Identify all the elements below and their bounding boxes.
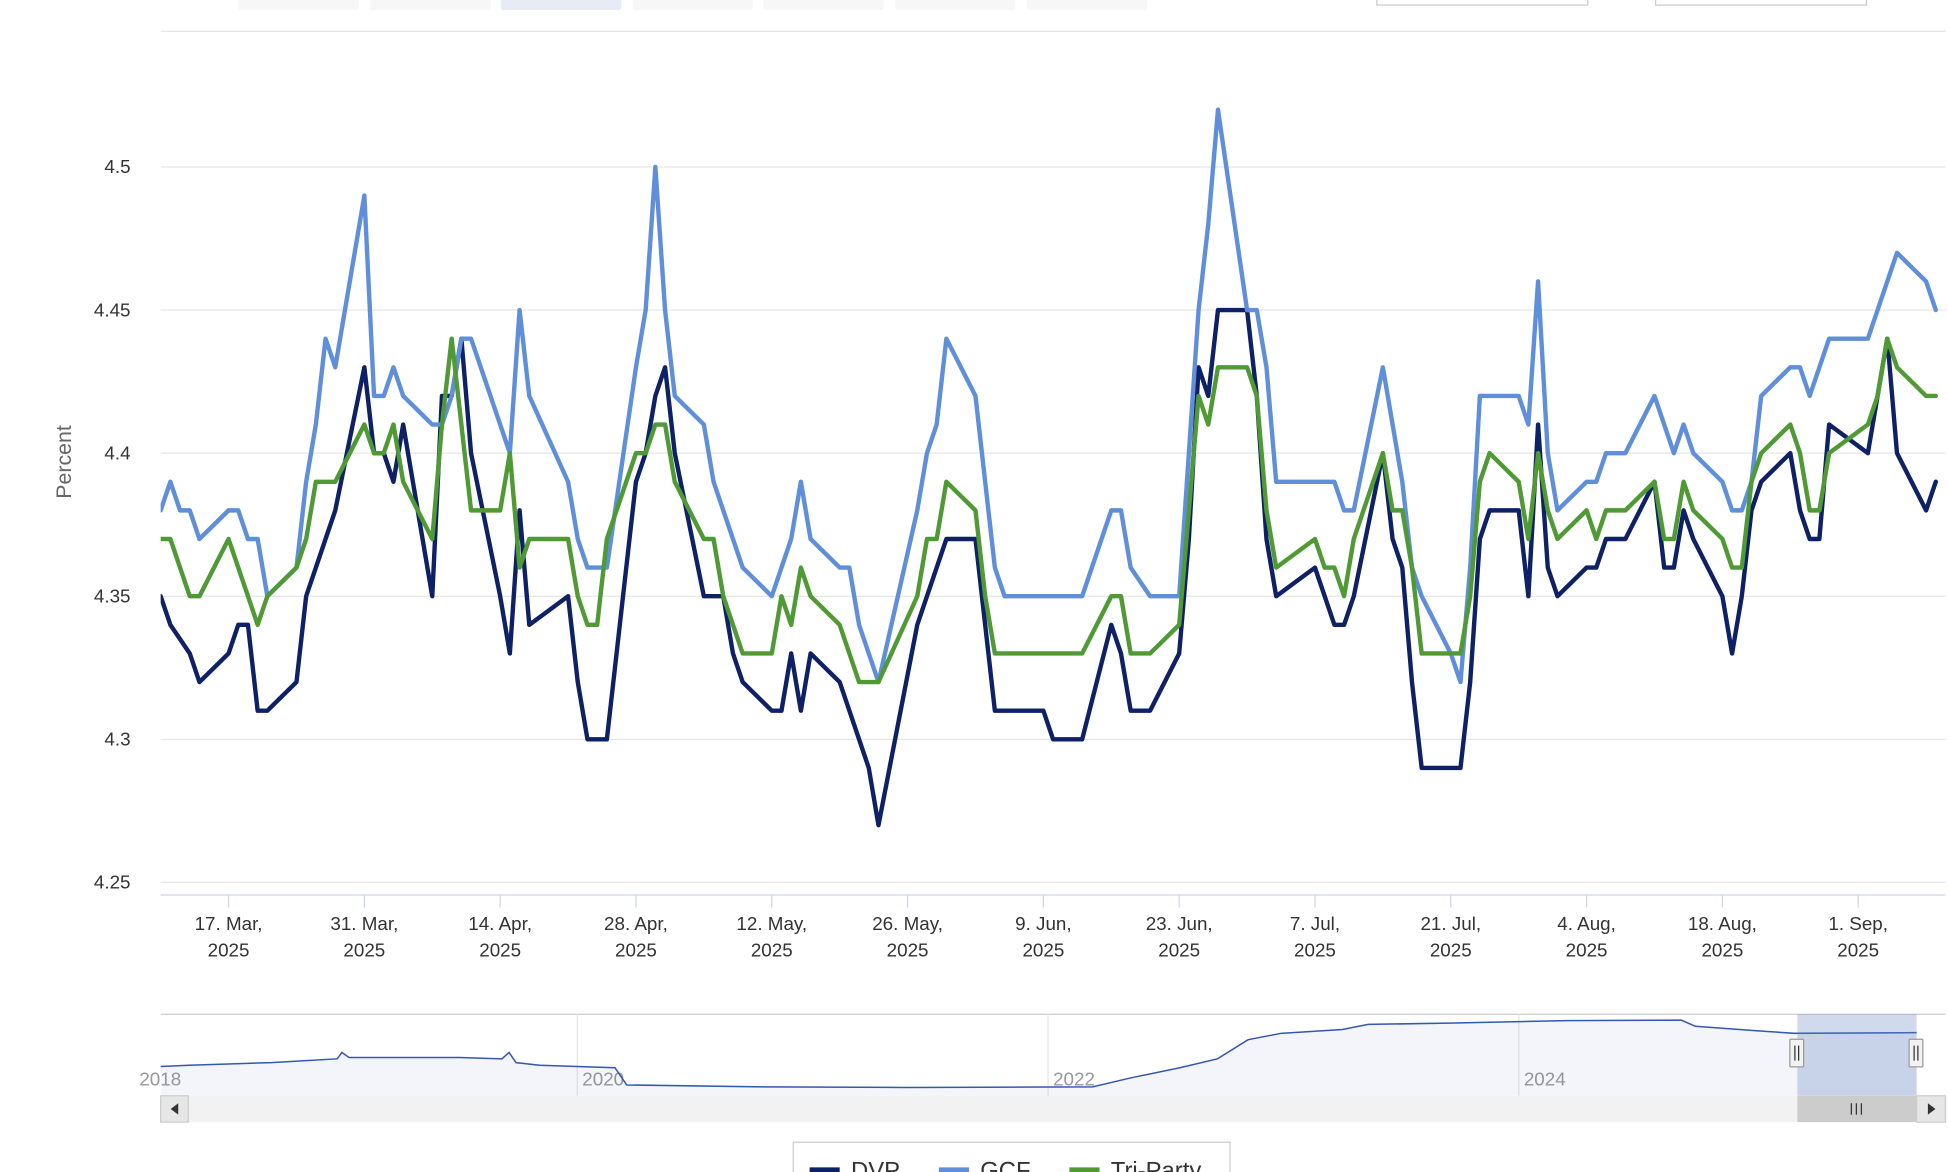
selected-range — [1797, 1014, 1917, 1096]
zoom-button[interactable] — [370, 0, 491, 11]
arrow-left — [170, 1103, 179, 1115]
navigator-background — [160, 1014, 1946, 1096]
navigator-selection — [1789, 1014, 1924, 1096]
x-tick-label: 9. Jun, 2025 — [1015, 913, 1071, 960]
zoom-button[interactable] — [763, 0, 884, 11]
x-tick-label: 4. Aug, 2025 — [1557, 913, 1616, 960]
zoom-button[interactable] — [632, 0, 754, 11]
navigator-tick-label: 2024 — [1524, 1069, 1566, 1090]
y-tick-label: 4.25 — [94, 872, 131, 893]
zoom-button[interactable] — [238, 0, 359, 11]
x-tick-label: 28. Apr, 2025 — [604, 913, 668, 960]
y-tick-label: 4.45 — [94, 299, 131, 320]
x-tick-label: 1. Sep, 2025 — [1828, 913, 1888, 960]
x-tick-label: 12. May, 2025 — [736, 913, 807, 960]
legend-label: GCF — [980, 1158, 1030, 1172]
x-tick-label: 18. Aug, 2025 — [1688, 913, 1757, 960]
x-tick-label: 17. Mar, 2025 — [195, 913, 263, 960]
y-tick-label: 4.5 — [104, 156, 130, 177]
scrollbar-track[interactable] — [160, 1095, 1946, 1123]
legend-item[interactable]: DVP — [809, 1158, 900, 1172]
navigator: 2018 2020 2022 2024 — [139, 1013, 1946, 1096]
legend-label: Tri-Party — [1111, 1158, 1202, 1172]
x-tick-label: 14. Apr, 2025 — [468, 913, 532, 960]
x-tick-label: 21. Jul, 2025 — [1420, 913, 1481, 960]
legend-item[interactable]: GCF — [938, 1158, 1031, 1172]
legend-box — [792, 1141, 1231, 1172]
zoom-button[interactable] — [1026, 0, 1148, 11]
navigator-line — [160, 1019, 1917, 1089]
y-axis-title: Percent — [52, 425, 76, 499]
arrow-right — [1927, 1103, 1936, 1115]
zoom-button[interactable] — [500, 0, 622, 11]
series-line — [160, 307, 1938, 828]
legend-item[interactable]: Tri-Party — [1069, 1158, 1201, 1172]
y-tick-label: 4.3 — [104, 729, 130, 750]
x-axis: 17. Mar, 2025 31. Mar, 2025 14. Apr, 2025 28. … — [160, 894, 1946, 960]
range-handle[interactable] — [1908, 1038, 1924, 1068]
grid: 4.25 4.3 4.35 4.4 4.45 4.5 — [94, 156, 1946, 893]
x-tick-label: 23. Jun, 2025 — [1146, 913, 1213, 960]
x-tick-label: 31. Mar, 2025 — [330, 913, 398, 960]
navigator-tick-label: 2022 — [1053, 1069, 1095, 1090]
navigator-area — [160, 1020, 1917, 1096]
range-selector — [238, 0, 1868, 11]
range-handle[interactable] — [1789, 1038, 1805, 1068]
zoom-button[interactable] — [894, 0, 1016, 11]
x-tick-label: 7. Jul, 2025 — [1290, 913, 1340, 960]
x-tick-label: 26. May, 2025 — [872, 913, 943, 960]
thumb-grip — [1850, 1103, 1863, 1115]
y-tick-label: 4.35 — [94, 586, 131, 607]
legend-label: DVP — [851, 1158, 900, 1172]
navigator-tick-label: 2018 — [139, 1069, 181, 1090]
date-input[interactable] — [1654, 0, 1868, 6]
date-input[interactable] — [1376, 0, 1589, 6]
scrollbar — [160, 1095, 1947, 1123]
navigator-tick-label: 2020 — [582, 1069, 624, 1090]
series-line — [160, 336, 1938, 685]
y-tick-label: 4.4 — [104, 442, 130, 463]
series-lines — [160, 107, 1938, 828]
legend: DVP GCF Tri-Party — [792, 1141, 1231, 1172]
